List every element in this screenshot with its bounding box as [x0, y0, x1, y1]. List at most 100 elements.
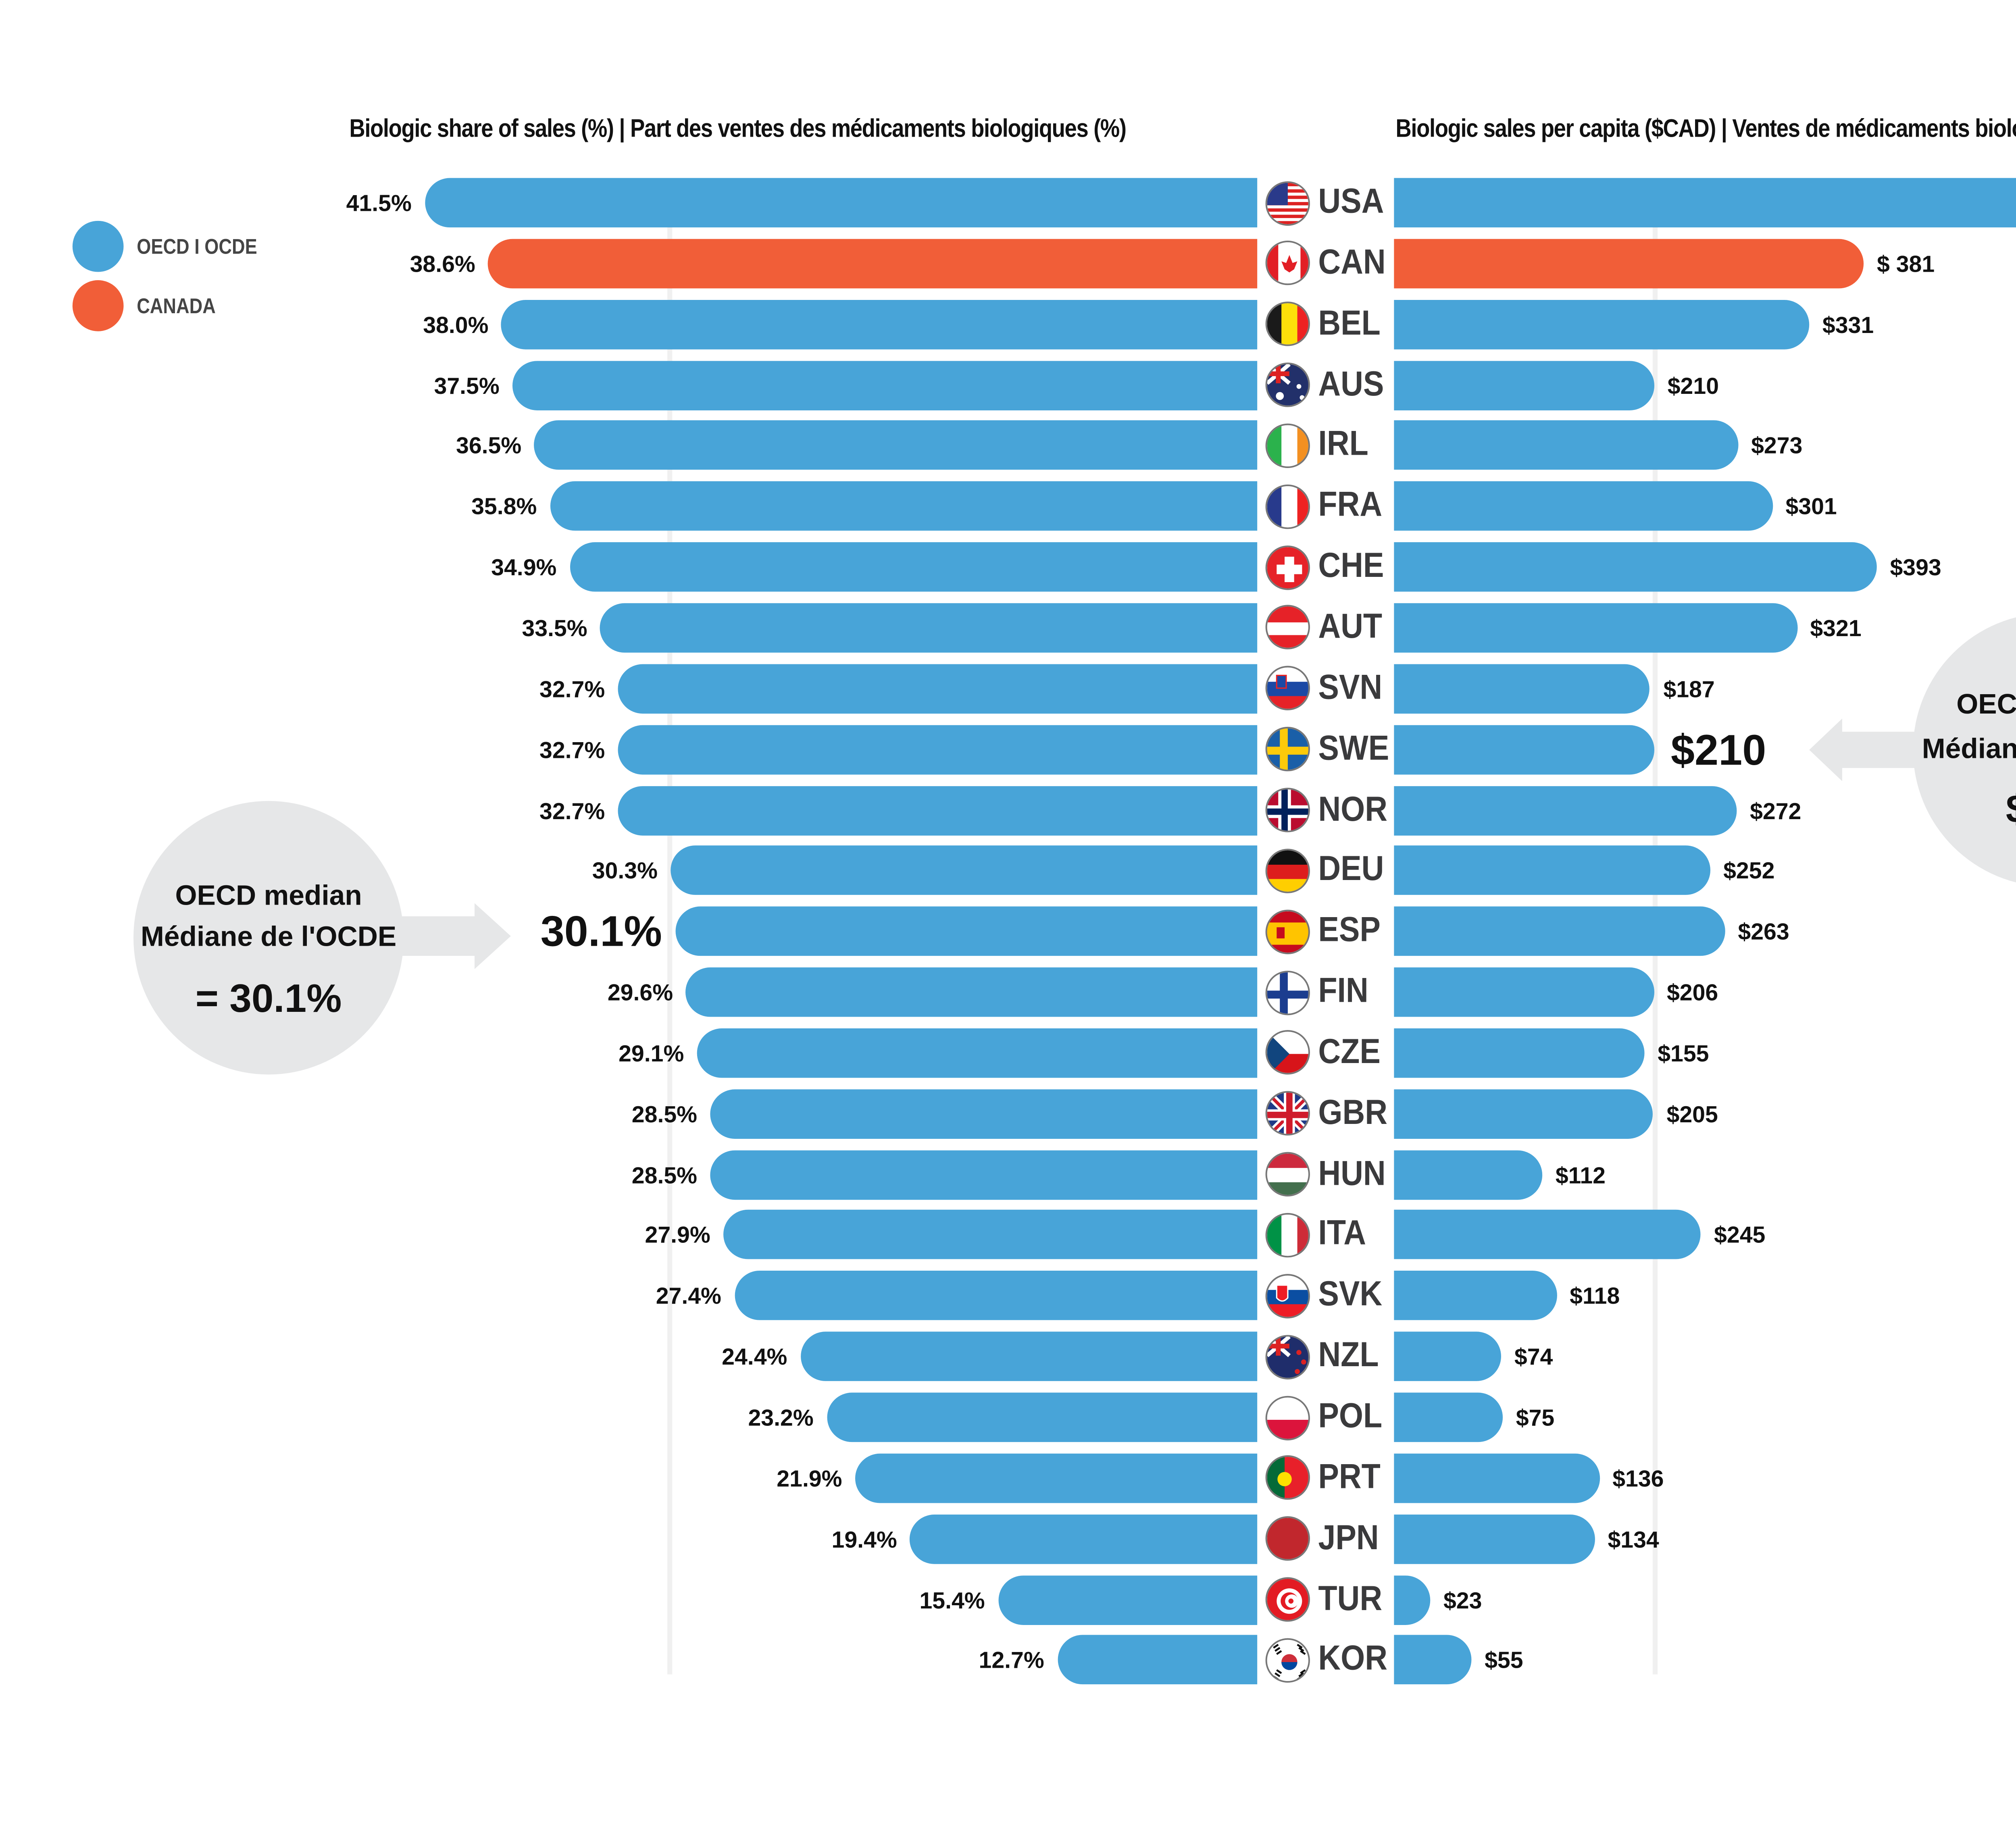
right-value-label-prt: $136	[1612, 1465, 1664, 1492]
right-value-label-swe: $210	[1670, 724, 1766, 774]
left-value-label-cze: 29.1%	[619, 1040, 684, 1066]
right-bar-esp	[1394, 907, 1725, 956]
country-code-fin: FIN	[1318, 972, 1368, 1011]
right-value-label-svn: $187	[1663, 675, 1715, 702]
left-value-label-bel: 38.0%	[423, 311, 489, 337]
right-bar-can	[1394, 239, 1864, 288]
country-code-usa: USA	[1318, 183, 1384, 221]
right-bar-prt	[1394, 1453, 1599, 1503]
left-bar-can	[488, 239, 1258, 288]
left-bar-gbr	[710, 1089, 1258, 1138]
left-value-label-che: 34.9%	[491, 554, 557, 581]
flag-pol-icon	[1265, 1395, 1310, 1440]
flag-bel-icon	[1265, 302, 1310, 347]
left-bar-jpn	[910, 1514, 1258, 1564]
left-value-label-irl: 36.5%	[456, 432, 522, 459]
legend-label-canada: CANADA	[137, 293, 216, 318]
flag-che-icon	[1265, 545, 1310, 589]
left-median-callout-line2: Médiane de l'OCDE	[141, 921, 397, 953]
right-bar-fra	[1394, 481, 1772, 531]
right-median-callout-value: $210	[1913, 784, 2016, 837]
flag-jpn-icon	[1265, 1516, 1310, 1561]
country-code-fra: FRA	[1318, 487, 1383, 525]
left-bar-svk	[734, 1271, 1258, 1321]
right-bar-fin	[1394, 967, 1654, 1017]
flag-swe-icon	[1265, 727, 1310, 772]
right-value-label-fin: $206	[1666, 979, 1718, 1005]
country-code-ita: ITA	[1318, 1215, 1366, 1253]
left-bar-fin	[686, 967, 1258, 1017]
left-bar-bel	[502, 299, 1258, 349]
right-bar-hun	[1394, 1149, 1543, 1199]
left-bar-kor	[1057, 1635, 1258, 1685]
flag-usa-icon	[1265, 180, 1310, 225]
country-code-tur: TUR	[1318, 1579, 1383, 1618]
left-bar-aus	[512, 360, 1258, 410]
right-value-label-kor: $55	[1485, 1647, 1523, 1674]
country-code-bel: BEL	[1318, 304, 1381, 343]
country-code-aus: AUS	[1318, 365, 1384, 403]
right-bar-gbr	[1394, 1089, 1654, 1138]
right-value-label-aus: $210	[1667, 372, 1719, 398]
right-bar-cze	[1394, 1028, 1645, 1078]
left-value-label-deu: 30.3%	[592, 857, 658, 884]
left-median-callout-value: = 30.1%	[195, 977, 342, 1022]
left-bar-prt	[855, 1453, 1258, 1503]
right-value-label-pol: $75	[1516, 1404, 1555, 1431]
right-bar-svn	[1394, 664, 1650, 714]
right-value-label-tur: $23	[1443, 1586, 1482, 1613]
left-value-label-aut: 33.5%	[522, 614, 587, 641]
right-value-label-hun: $112	[1555, 1161, 1606, 1188]
left-value-label-hun: 28.5%	[631, 1161, 698, 1188]
right-value-label-cze: $155	[1658, 1040, 1709, 1066]
flag-fra-icon	[1265, 484, 1310, 529]
right-value-label-gbr: $205	[1666, 1100, 1718, 1127]
flag-gbr-icon	[1265, 1091, 1310, 1136]
country-code-svk: SVK	[1318, 1276, 1383, 1314]
flag-aut-icon	[1265, 605, 1310, 650]
right-value-label-can: $ 381	[1877, 250, 1935, 277]
country-code-prt: PRT	[1318, 1458, 1381, 1496]
country-code-jpn: JPN	[1318, 1519, 1379, 1557]
left-value-label-nor: 32.7%	[539, 797, 605, 824]
right-bar-jpn	[1394, 1514, 1595, 1564]
right-bar-irl	[1394, 421, 1738, 470]
left-median-callout-line1: OECD median	[175, 880, 362, 911]
left-bar-ita	[723, 1210, 1258, 1260]
left-value-label-ita: 27.9%	[645, 1222, 710, 1248]
left-value-label-svk: 27.4%	[656, 1282, 721, 1309]
flag-nor-icon	[1265, 788, 1310, 832]
left-bar-swe	[618, 724, 1258, 774]
flag-fin-icon	[1265, 970, 1310, 1015]
right-value-label-jpn: $134	[1608, 1525, 1659, 1552]
left-bar-cze	[697, 1028, 1258, 1078]
country-code-swe: SWE	[1318, 729, 1389, 768]
left-bar-irl	[534, 421, 1258, 470]
left-value-label-kor: 12.7%	[979, 1647, 1044, 1674]
country-code-kor: KOR	[1318, 1640, 1388, 1679]
left-value-label-can: 38.6%	[410, 250, 475, 277]
flag-deu-icon	[1265, 848, 1310, 893]
legend-item-canada: CANADA	[72, 280, 230, 331]
flag-kor-icon	[1265, 1638, 1310, 1683]
left-value-label-jpn: 19.4%	[831, 1525, 897, 1552]
left-value-label-tur: 15.4%	[919, 1586, 985, 1613]
left-bar-svn	[618, 664, 1258, 714]
country-code-deu: DEU	[1318, 851, 1384, 889]
flag-ita-icon	[1265, 1213, 1310, 1258]
right-median-callout-line1: OECD median	[1956, 689, 2016, 720]
flag-cze-icon	[1265, 1030, 1310, 1076]
right-value-label-fra: $301	[1785, 493, 1837, 520]
right-value-label-nor: $272	[1750, 797, 1801, 824]
right-value-label-esp: $263	[1738, 918, 1789, 945]
left-value-label-fra: 35.8%	[471, 493, 537, 520]
right-bar-nor	[1394, 785, 1737, 835]
left-value-label-prt: 21.9%	[777, 1465, 842, 1492]
right-bar-nzl	[1394, 1332, 1502, 1382]
right-bar-kor	[1394, 1635, 1472, 1685]
flag-svn-icon	[1265, 666, 1310, 711]
right-bar-pol	[1394, 1392, 1503, 1442]
left-bar-fra	[550, 481, 1258, 531]
right-value-label-nzl: $74	[1514, 1343, 1553, 1370]
